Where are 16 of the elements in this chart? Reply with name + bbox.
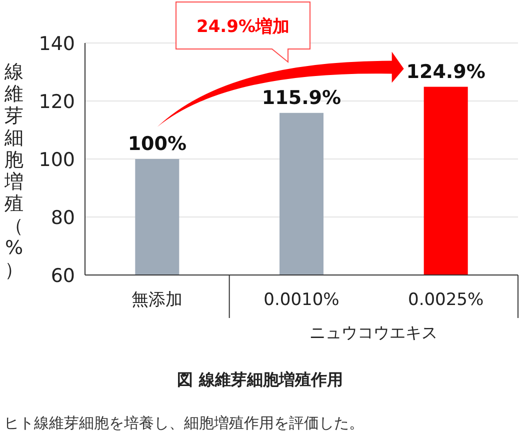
y-tick-label: 120 [38,91,75,113]
y-tick-label: 80 [50,207,75,229]
y-tick-label: 60 [50,265,75,287]
y-tick-label: 100 [38,149,75,171]
text: 24.9%増加 [196,16,290,37]
y-tick-label: 140 [38,33,75,55]
x-tick-label: 0.0010% [264,290,340,310]
x-axis-title: ニュウコウエキス [310,323,438,342]
data-label: 124.9% [406,60,486,83]
data-label: 115.9% [262,86,342,109]
text: 線維芽細胞増殖（%） [4,61,24,281]
text: 図 線維芽細胞増殖作用 [177,370,343,389]
x-tick-label: 0.0025% [408,290,484,310]
x-tick-label: 無添加 [132,290,183,310]
data-label: 100% [128,133,187,155]
text: ヒト線維芽細胞を培養し、細胞増殖作用を評価した。 [4,414,364,432]
